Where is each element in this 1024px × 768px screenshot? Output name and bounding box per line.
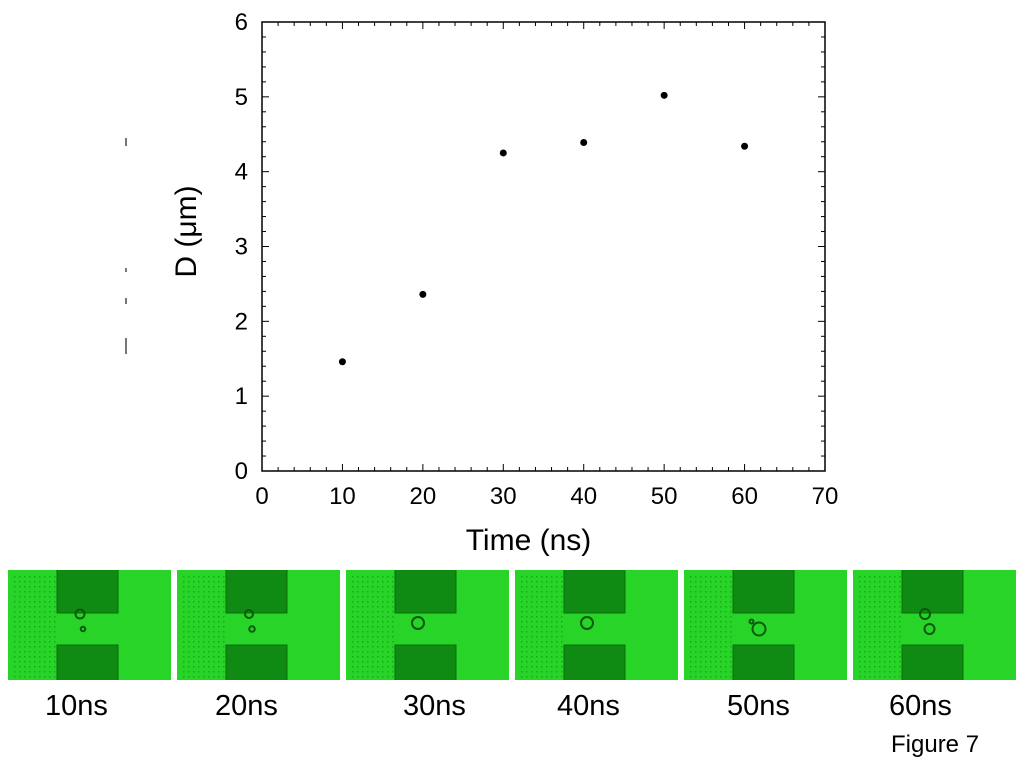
microscope-frame: [177, 570, 340, 680]
bubble: [580, 616, 594, 630]
frame-caption: 40ns: [557, 690, 620, 722]
y-axis: 0 1 2 3 4 5 6: [235, 9, 825, 485]
bubble: [74, 608, 86, 620]
microscope-frame: [853, 570, 1016, 680]
microscope-frame: [346, 570, 509, 680]
y-tick-label: 4: [235, 159, 248, 186]
edge-marks: [125, 138, 128, 358]
x-axis-title: Time (ns): [466, 524, 592, 557]
bubble: [79, 625, 87, 633]
bottom-electrode: [225, 644, 288, 680]
bottom-electrode: [394, 644, 457, 680]
microscope-frame: [515, 570, 678, 680]
data-point: [419, 290, 427, 298]
data-points: [338, 91, 749, 366]
image-strip: [8, 570, 1016, 680]
figure-label: Figure 7: [891, 731, 980, 758]
bubble: [751, 621, 767, 637]
bubble: [411, 616, 425, 630]
microscope-frame: [8, 570, 171, 680]
y-tick-label: 6: [235, 9, 248, 36]
y-tick-label: 3: [235, 234, 248, 261]
y-tick-label: 1: [235, 383, 248, 410]
data-point: [338, 358, 346, 366]
bubble: [244, 609, 254, 619]
top-electrode: [56, 570, 119, 614]
data-point: [741, 142, 749, 150]
top-electrode: [225, 570, 288, 614]
bubble: [248, 625, 256, 633]
bottom-electrode: [901, 644, 964, 680]
y-tick-label: 2: [235, 308, 248, 335]
frame-caption: 30ns: [403, 690, 466, 722]
plot-area: [261, 21, 826, 472]
top-electrode: [901, 570, 964, 614]
top-electrode: [563, 570, 626, 614]
microscope-frame: [684, 570, 847, 680]
plot-border: [261, 21, 826, 472]
x-axis: 0 10 20 30 40 50 60 70: [255, 22, 838, 510]
y-axis-title: D (μm): [170, 185, 203, 277]
frame-caption: 10ns: [45, 690, 108, 722]
top-electrode: [394, 570, 457, 614]
x-tick-label: 40: [570, 483, 597, 510]
x-tick-label: 0: [255, 483, 268, 510]
top-electrode: [732, 570, 795, 614]
frame-caption: 50ns: [727, 690, 790, 722]
data-point: [580, 138, 588, 146]
frame-caption: 60ns: [889, 690, 952, 722]
data-point: [660, 91, 668, 99]
x-tick-label: 20: [410, 483, 437, 510]
x-tick-label: 60: [731, 483, 758, 510]
bottom-electrode: [56, 644, 119, 680]
x-tick-label: 70: [812, 483, 839, 510]
y-tick-label: 0: [235, 458, 248, 485]
bottom-electrode: [563, 644, 626, 680]
bottom-electrode: [732, 644, 795, 680]
x-tick-label: 30: [490, 483, 517, 510]
bubble: [919, 608, 931, 620]
x-tick-label: 10: [329, 483, 356, 510]
x-tick-label: 50: [651, 483, 678, 510]
bubble: [923, 623, 936, 635]
data-point: [499, 149, 507, 157]
scatter-chart: 0 10 20 30 40 50 60 70 0 1 2 3 4 5 6 Time (ns) D (μm): [170, 9, 838, 557]
y-tick-label: 5: [235, 84, 248, 111]
frame-caption: 20ns: [215, 690, 278, 722]
bubble: [748, 618, 755, 625]
